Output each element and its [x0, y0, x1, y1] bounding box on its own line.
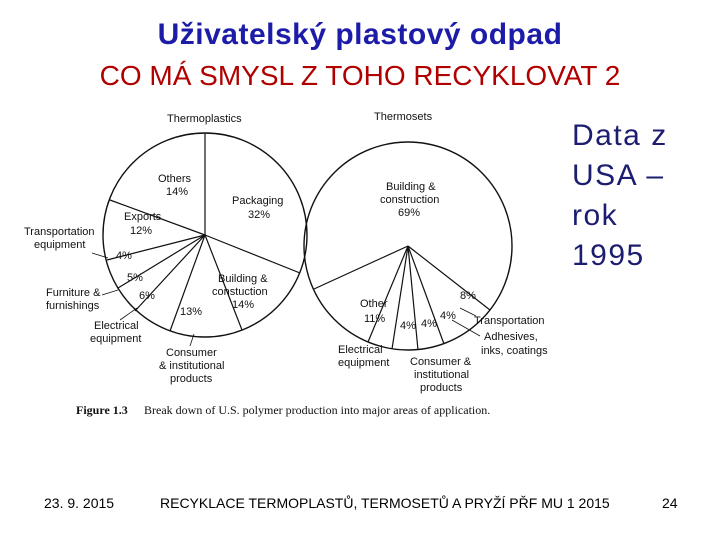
- slice-label: equipment: [338, 357, 389, 369]
- slice-value-label: 11%: [364, 313, 385, 325]
- slice-divider: [134, 234, 206, 312]
- note-line: 1995: [572, 239, 645, 272]
- slice-label: Furniture &: [46, 287, 101, 299]
- leader-line: [119, 307, 138, 321]
- slice-label: institutional: [414, 369, 469, 381]
- slice-label: construction: [380, 194, 439, 206]
- slice-divider: [407, 245, 419, 351]
- slice-label: equipment: [90, 333, 141, 345]
- polymer-pie-figure: Thermoplastics Packaging 32% Building & …: [24, 111, 548, 417]
- slice-label: products: [420, 382, 463, 394]
- slice-value-label: 32%: [248, 209, 270, 221]
- slice-divider: [391, 245, 409, 350]
- slide-subtitle: CO MÁ SMYSL Z TOHO RECYKLOVAT 2: [99, 60, 621, 91]
- leader-line: [101, 289, 119, 296]
- slice-value-label: 6%: [139, 290, 155, 302]
- slice-label: constuction: [212, 286, 268, 298]
- leader-line: [459, 307, 477, 317]
- footer-course: RECYKLACE TERMOPLASTŮ, TERMOSETŮ A PRYŽÍ…: [160, 495, 610, 511]
- slice-divider: [407, 245, 491, 311]
- leader-line: [91, 252, 109, 259]
- slice-label: equipment: [34, 239, 85, 251]
- pie-title: Thermosets: [374, 111, 433, 123]
- slice-divider: [109, 199, 206, 236]
- pie-thermosets: Thermosets Building & construction 69% 8…: [303, 111, 548, 394]
- slice-value-label: 4%: [440, 310, 456, 322]
- slice-label: Others: [158, 173, 192, 185]
- slice-divider: [204, 234, 243, 331]
- figure-caption: Break down of U.S. polymer production in…: [144, 403, 490, 417]
- pie-thermoplastics: Thermoplastics Packaging 32% Building & …: [24, 113, 308, 385]
- slice-value-label: 12%: [130, 225, 152, 237]
- slice-label: Electrical: [338, 344, 383, 356]
- slice-label: Packaging: [232, 195, 283, 207]
- slice-label: Transportation: [474, 315, 545, 327]
- slice-value-label: 4%: [421, 318, 437, 330]
- slice-label: Exports: [124, 211, 162, 223]
- pie-title: Thermoplastics: [167, 113, 242, 125]
- slice-value-label: 8%: [460, 290, 476, 302]
- slice-label: Building &: [386, 181, 436, 193]
- slice-value-label: 14%: [166, 186, 188, 198]
- data-source-note: Data z USA – rok 1995: [572, 116, 712, 276]
- slice-value-label: 69%: [398, 207, 420, 219]
- slice-value-label: 4%: [116, 250, 132, 262]
- slice-value-label: 13%: [180, 306, 202, 318]
- slice-value-label: 5%: [127, 272, 143, 284]
- note-line: USA –: [572, 159, 665, 192]
- slice-divider: [204, 234, 301, 274]
- slice-label: Transportation: [24, 226, 95, 238]
- leader-line: [451, 319, 481, 337]
- page-number: 24: [662, 495, 678, 511]
- slide-title: Uživatelský plastový odpad: [157, 18, 563, 51]
- slice-divider: [169, 234, 206, 332]
- slice-label: Consumer: [166, 347, 217, 359]
- footer-date: 23. 9. 2015: [44, 495, 115, 511]
- slice-divider: [117, 234, 206, 289]
- slice-label: Consumer &: [410, 356, 472, 368]
- leader-line: [189, 333, 195, 347]
- slice-divider: [313, 245, 409, 290]
- slice-label: inks, coatings: [481, 345, 548, 357]
- slice-label: & institutional: [159, 360, 224, 372]
- slice-label: Adhesives,: [484, 331, 538, 343]
- figure-number: Figure 1.3: [76, 403, 128, 417]
- note-line: Data z: [572, 119, 668, 152]
- slice-divider: [367, 245, 409, 343]
- slice-value-label: 14%: [232, 299, 254, 311]
- slice-divider: [407, 245, 445, 345]
- note-line: rok: [572, 199, 619, 232]
- slice-value-label: 4%: [400, 320, 416, 332]
- slice-label: furnishings: [46, 300, 100, 312]
- slice-label: Electrical: [94, 320, 139, 332]
- slice-divider: [106, 234, 206, 261]
- slice-label: Building &: [218, 273, 268, 285]
- slice-label: Other: [360, 298, 388, 310]
- pie-outline: [303, 141, 513, 351]
- slice-label: products: [170, 373, 213, 385]
